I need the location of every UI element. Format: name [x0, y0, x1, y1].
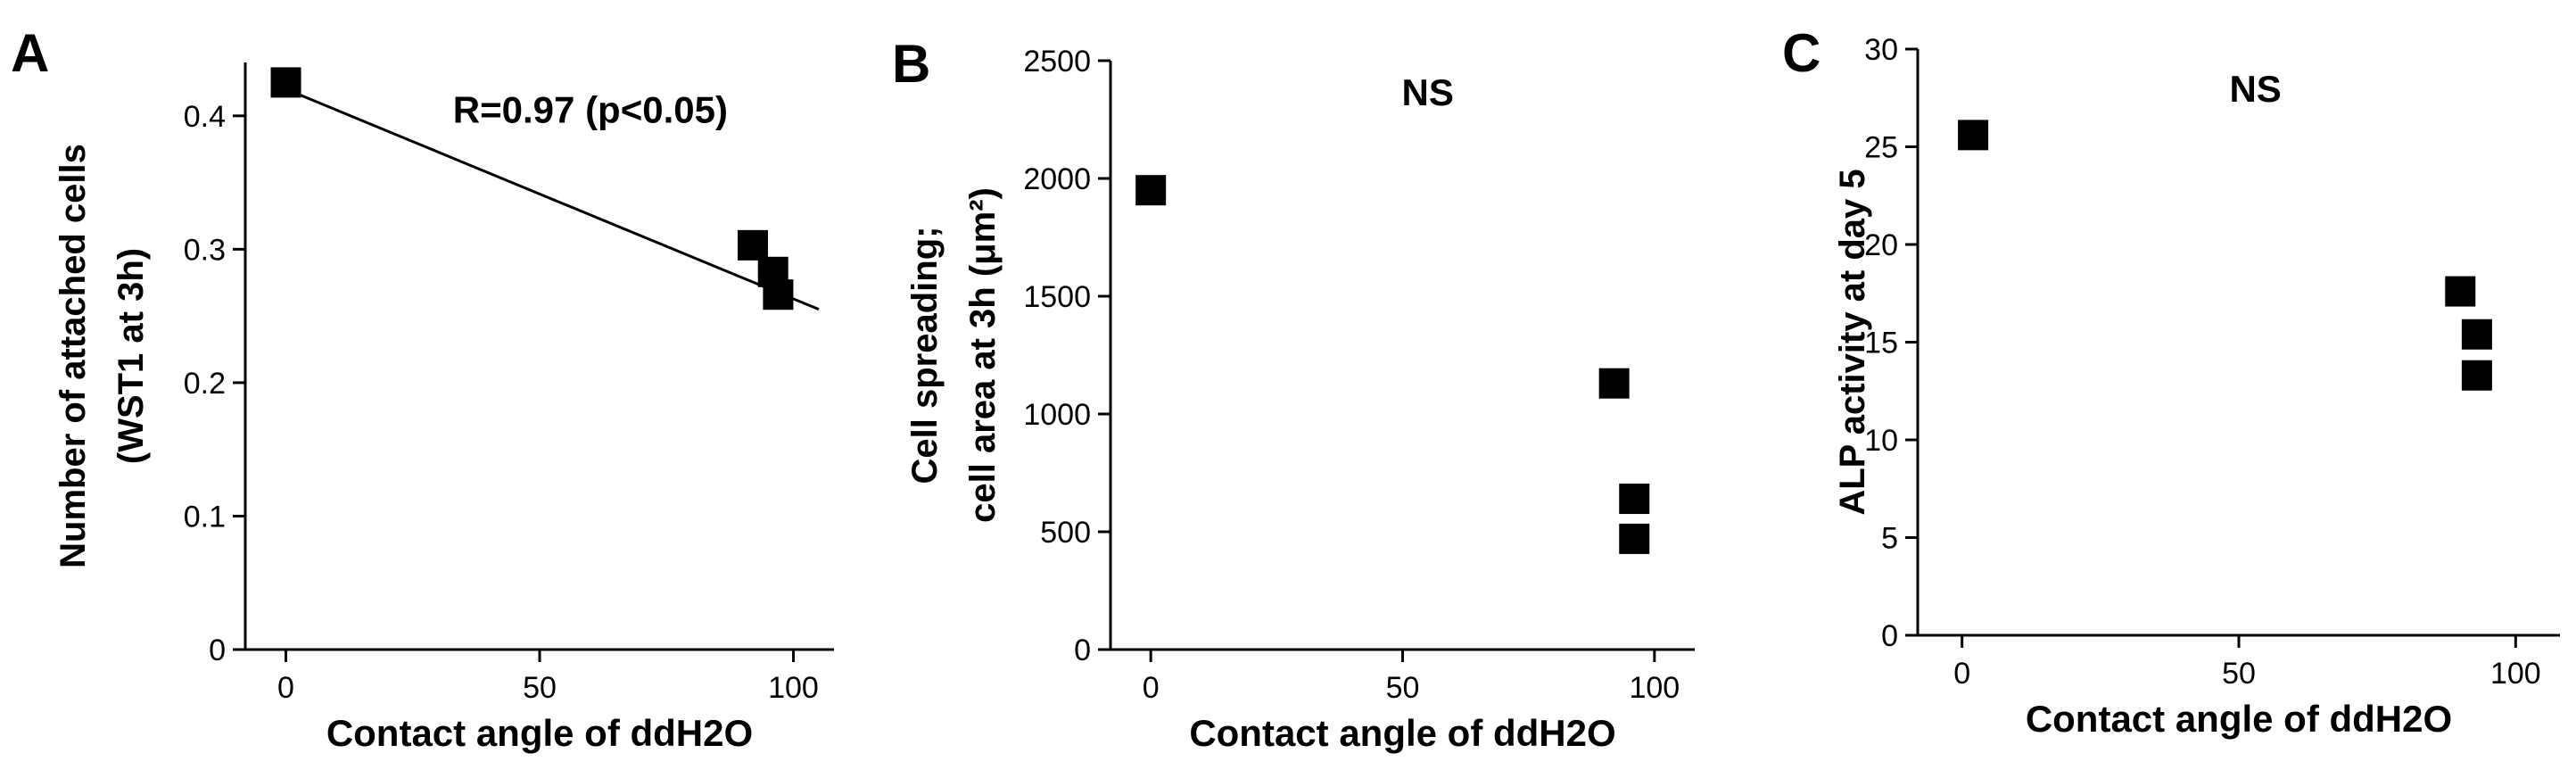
panel-a-data-point	[737, 229, 768, 261]
panel-c-y-tick-label: 30	[1864, 33, 1898, 67]
panel-a-axes	[244, 62, 834, 651]
panel-b: B 0 500 1000 1500 2000 2500 0 50 100 Cell sprea…	[892, 34, 1695, 754]
panel-c-x-tick-label: 0	[1953, 657, 1970, 691]
panel-c-data-point	[2445, 276, 2476, 307]
panel-a-annotation: R=0.97 (p<0.05)	[453, 88, 728, 130]
panel-c-x-ticks: 0 50 100	[1953, 635, 2541, 691]
panel-c-data-point	[2461, 360, 2492, 391]
panel-b-axes	[1109, 61, 1695, 651]
panel-a-x-axis-label: Contact angle of ddH2O	[326, 712, 753, 754]
panel-c-y-tick-label: 5	[1881, 522, 1898, 556]
panel-a-x-tick-label: 50	[523, 671, 557, 705]
panel-a-y-tick-label: 0.3	[184, 233, 226, 267]
panel-a: A 0 0.1 0.2 0.3 0.4 0 50 100 Number of attache…	[11, 23, 834, 754]
panel-a-y-tick-label: 0	[209, 633, 226, 667]
panel-c-y-tick-label: 0	[1881, 619, 1898, 653]
panel-b-data-point	[1619, 523, 1650, 554]
panel-c-annotation: NS	[2229, 68, 2281, 110]
panel-a-y-ticks: 0 0.1 0.2 0.3 0.4	[184, 100, 245, 667]
panel-c-y-tick-label: 25	[1864, 131, 1898, 165]
panel-b-y-ticks: 0 500 1000 1500 2000 2500	[1023, 45, 1110, 667]
panel-b-label: B	[892, 34, 930, 94]
panel-b-y-axis-label-line: Cell spreading;	[905, 227, 945, 484]
panel-c-y-tick-label: 10	[1864, 424, 1898, 458]
panel-c-y-axis-label-line: ALP activity at day 5	[1833, 169, 1872, 515]
panel-c-y-axis-label: ALP activity at day 5	[1833, 169, 1872, 515]
panel-c-y-tick-label: 15	[1864, 327, 1898, 360]
panel-a-y-axis-label-line: (WST1 at 3h)	[111, 248, 151, 464]
panel-b-annotation: NS	[1402, 71, 1454, 113]
panel-b-x-tick-label: 50	[1386, 671, 1420, 705]
panel-b-data-point	[1598, 368, 1630, 399]
panel-b-y-tick-label: 2500	[1023, 45, 1091, 79]
panel-c-data-point	[2461, 319, 2492, 350]
panel-a-y-axis-label: Number of attached cells (WST1 at 3h)	[54, 144, 151, 568]
panel-a-points	[270, 67, 794, 310]
panel-b-x-tick-label: 100	[1629, 671, 1680, 705]
panel-c-y-tick-label: 20	[1864, 228, 1898, 262]
panel-b-data-point	[1135, 175, 1167, 206]
panel-c-x-axis-label: Contact angle of ddH2O	[2026, 698, 2452, 740]
panel-a-y-tick-label: 0.4	[184, 100, 226, 134]
panel-c-label: C	[1782, 23, 1821, 83]
panel-a-data-point	[763, 279, 794, 310]
panel-b-x-tick-label: 0	[1143, 671, 1160, 705]
panel-c-x-tick-label: 50	[2222, 657, 2256, 691]
panel-c-y-ticks: 0 5 10 15 20 25 30	[1864, 33, 1918, 653]
panel-b-y-tick-label: 500	[1040, 516, 1091, 550]
panel-c-data-point	[1958, 120, 1989, 151]
panel-c: C 0 5 10 15 20 25 30 0 50 100 ALP activity at da…	[1782, 23, 2560, 740]
panel-b-y-tick-label: 1000	[1023, 398, 1091, 432]
panel-a-y-axis-label-line: Number of attached cells	[54, 144, 93, 568]
panel-a-x-ticks: 0 50 100	[277, 650, 819, 705]
panel-b-data-point	[1619, 484, 1650, 515]
panel-c-points	[1958, 120, 2492, 391]
panel-b-x-ticks: 0 50 100	[1143, 650, 1680, 705]
panel-a-fit-line-group	[285, 87, 820, 311]
panel-b-y-tick-label: 1500	[1023, 280, 1091, 314]
panel-b-points	[1135, 175, 1650, 554]
panel-b-y-axis-label: Cell spreading; cell area at 3h (μm²)	[905, 187, 1003, 523]
panel-a-x-tick-label: 100	[768, 671, 819, 705]
panel-a-label: A	[11, 23, 49, 83]
panel-b-y-axis-label-line: cell area at 3h (μm²)	[963, 187, 1003, 523]
panel-b-y-tick-label: 2000	[1023, 162, 1091, 196]
panel-a-fit-line	[285, 87, 820, 311]
panel-a-y-tick-label: 0.1	[184, 500, 226, 534]
panel-a-x-tick-label: 0	[277, 671, 294, 705]
panel-c-x-tick-label: 100	[2490, 657, 2541, 691]
panel-b-x-axis-label: Contact angle of ddH2O	[1189, 712, 1615, 754]
panel-a-y-tick-label: 0.2	[184, 367, 226, 401]
panel-a-data-point	[270, 67, 301, 98]
panel-b-y-tick-label: 0	[1074, 633, 1091, 667]
